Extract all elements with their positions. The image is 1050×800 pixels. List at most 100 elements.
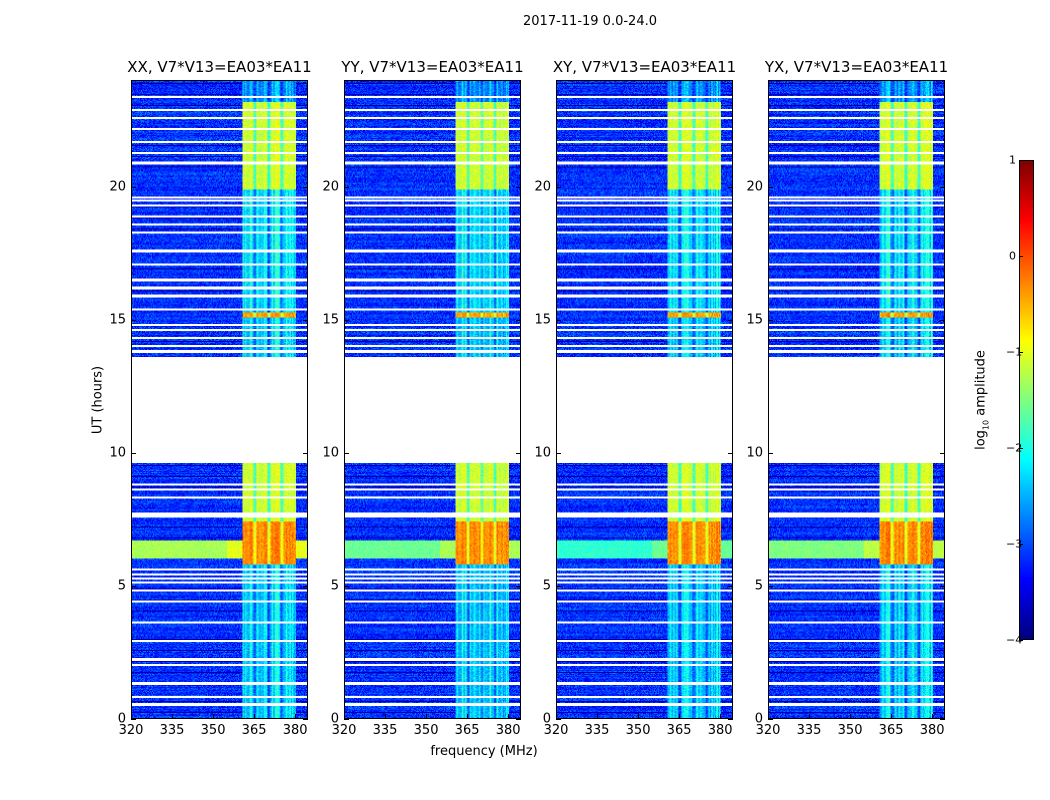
x-tick-label: 335 bbox=[372, 723, 398, 738]
y-tick-mark bbox=[344, 585, 349, 587]
y-tick-label: 10 bbox=[109, 445, 126, 461]
x-tick-mark bbox=[597, 714, 599, 719]
x-tick-label: 365 bbox=[666, 723, 692, 738]
x-tick-label: 335 bbox=[796, 723, 822, 738]
y-axis-label: UT (hours) bbox=[90, 365, 106, 435]
x-tick-label: 380 bbox=[495, 723, 521, 738]
y-tick-mark bbox=[303, 186, 308, 188]
y-tick-label: 5 bbox=[754, 578, 763, 594]
y-tick-label: 0 bbox=[754, 711, 763, 727]
heatmap-image bbox=[345, 81, 520, 718]
y-tick-mark bbox=[516, 319, 521, 321]
colorbar-tick-mark bbox=[1019, 160, 1023, 161]
y-tick-mark bbox=[516, 719, 521, 720]
y-tick-label: 5 bbox=[117, 578, 126, 594]
colorbar-tick-mark bbox=[1019, 256, 1023, 257]
y-tick-label: 0 bbox=[542, 711, 551, 727]
panel-title: XY, V7*V13=EA03*EA11 bbox=[552, 58, 737, 76]
colorbar-label: log10 amplitude bbox=[973, 350, 991, 450]
y-tick-mark bbox=[556, 452, 561, 454]
x-axis-label: frequency (MHz) bbox=[430, 744, 538, 759]
x-tick-mark bbox=[385, 714, 387, 719]
panel-title: XX, V7*V13=EA03*EA11 bbox=[127, 58, 312, 76]
y-tick-mark bbox=[940, 585, 945, 587]
y-tick-mark bbox=[940, 186, 945, 188]
y-tick-mark bbox=[940, 319, 945, 321]
x-tick-label: 365 bbox=[454, 723, 480, 738]
panel-1: XX, V7*V13=EA03*EA11 320 335 350 365 380 0 5 10 1… bbox=[109, 58, 311, 738]
panel-title: YX, V7*V13=EA03*EA11 bbox=[764, 58, 949, 76]
colorbar-tick-mark bbox=[1019, 448, 1023, 449]
y-tick-label: 15 bbox=[534, 312, 551, 328]
colorbar-tick-label: −1 bbox=[1006, 345, 1023, 359]
y-tick-label: 20 bbox=[109, 179, 126, 194]
y-tick-mark bbox=[728, 585, 733, 587]
panel-3: XY, V7*V13=EA03*EA11 320 335 350 365 380 0 5 10 1… bbox=[534, 58, 736, 738]
x-tick-mark bbox=[891, 714, 893, 719]
y-tick-mark bbox=[940, 719, 945, 720]
colorbar-tick-label: 1 bbox=[1009, 153, 1016, 167]
x-tick-mark bbox=[213, 714, 215, 719]
x-tick-mark bbox=[809, 714, 811, 719]
heatmap-plot bbox=[131, 80, 308, 719]
x-tick-label: 320 bbox=[543, 723, 569, 738]
y-tick-label: 20 bbox=[746, 179, 763, 194]
y-tick-label: 5 bbox=[542, 578, 551, 594]
x-tick-label: 320 bbox=[331, 723, 357, 738]
y-tick-mark bbox=[728, 452, 733, 454]
x-tick-mark bbox=[638, 714, 640, 719]
colorbar-tick-mark bbox=[1019, 352, 1023, 353]
y-tick-mark bbox=[516, 186, 521, 188]
y-tick-label: 0 bbox=[117, 711, 126, 727]
x-tick-mark bbox=[344, 714, 345, 719]
x-tick-label: 350 bbox=[200, 723, 226, 738]
x-tick-mark bbox=[467, 714, 469, 719]
y-tick-mark bbox=[728, 719, 733, 720]
colorbar-tick-label: −2 bbox=[1006, 441, 1023, 455]
y-tick-label: 15 bbox=[746, 312, 763, 328]
x-tick-mark bbox=[720, 714, 722, 719]
heatmap-plot bbox=[768, 80, 945, 719]
colorbar-tick-label: −3 bbox=[1006, 537, 1023, 551]
x-tick-mark bbox=[254, 714, 256, 719]
y-tick-label: 10 bbox=[322, 445, 339, 461]
y-tick-label: 10 bbox=[534, 445, 551, 461]
y-tick-mark bbox=[556, 719, 561, 720]
y-tick-mark bbox=[556, 585, 561, 587]
x-tick-label: 365 bbox=[878, 723, 904, 738]
y-tick-mark bbox=[728, 186, 733, 188]
y-tick-mark bbox=[344, 452, 349, 454]
heatmap-image bbox=[132, 81, 307, 718]
x-tick-label: 335 bbox=[159, 723, 185, 738]
colorbar-tick-label: 0 bbox=[1009, 249, 1016, 263]
y-tick-mark bbox=[131, 585, 136, 587]
y-tick-label: 0 bbox=[330, 711, 339, 727]
y-tick-label: 5 bbox=[330, 578, 339, 594]
y-tick-mark bbox=[768, 585, 773, 587]
x-tick-mark bbox=[679, 714, 681, 719]
y-tick-mark bbox=[516, 585, 521, 587]
x-tick-label: 350 bbox=[413, 723, 439, 738]
x-tick-mark bbox=[768, 714, 769, 719]
y-tick-mark bbox=[131, 319, 136, 321]
x-tick-label: 380 bbox=[707, 723, 733, 738]
y-tick-label: 20 bbox=[322, 179, 339, 194]
y-tick-mark bbox=[940, 452, 945, 454]
x-tick-label: 380 bbox=[282, 723, 308, 738]
y-tick-mark bbox=[131, 452, 136, 454]
y-tick-mark bbox=[768, 319, 773, 321]
heatmap-image bbox=[769, 81, 944, 718]
heatmap-plot bbox=[556, 80, 733, 719]
x-tick-mark bbox=[131, 714, 132, 719]
x-tick-mark bbox=[850, 714, 852, 719]
x-tick-label: 320 bbox=[118, 723, 144, 738]
y-tick-label: 20 bbox=[534, 179, 551, 194]
y-tick-mark bbox=[303, 719, 308, 720]
y-tick-mark bbox=[768, 452, 773, 454]
figure-title: 2017-11-19 0.0-24.0 bbox=[523, 14, 657, 29]
x-tick-label: 380 bbox=[919, 723, 945, 738]
panel-4: YX, V7*V13=EA03*EA11 320 335 350 365 380 0 5 10 1… bbox=[746, 58, 948, 738]
x-tick-label: 350 bbox=[625, 723, 651, 738]
y-tick-mark bbox=[728, 319, 733, 321]
y-tick-mark bbox=[131, 186, 136, 188]
